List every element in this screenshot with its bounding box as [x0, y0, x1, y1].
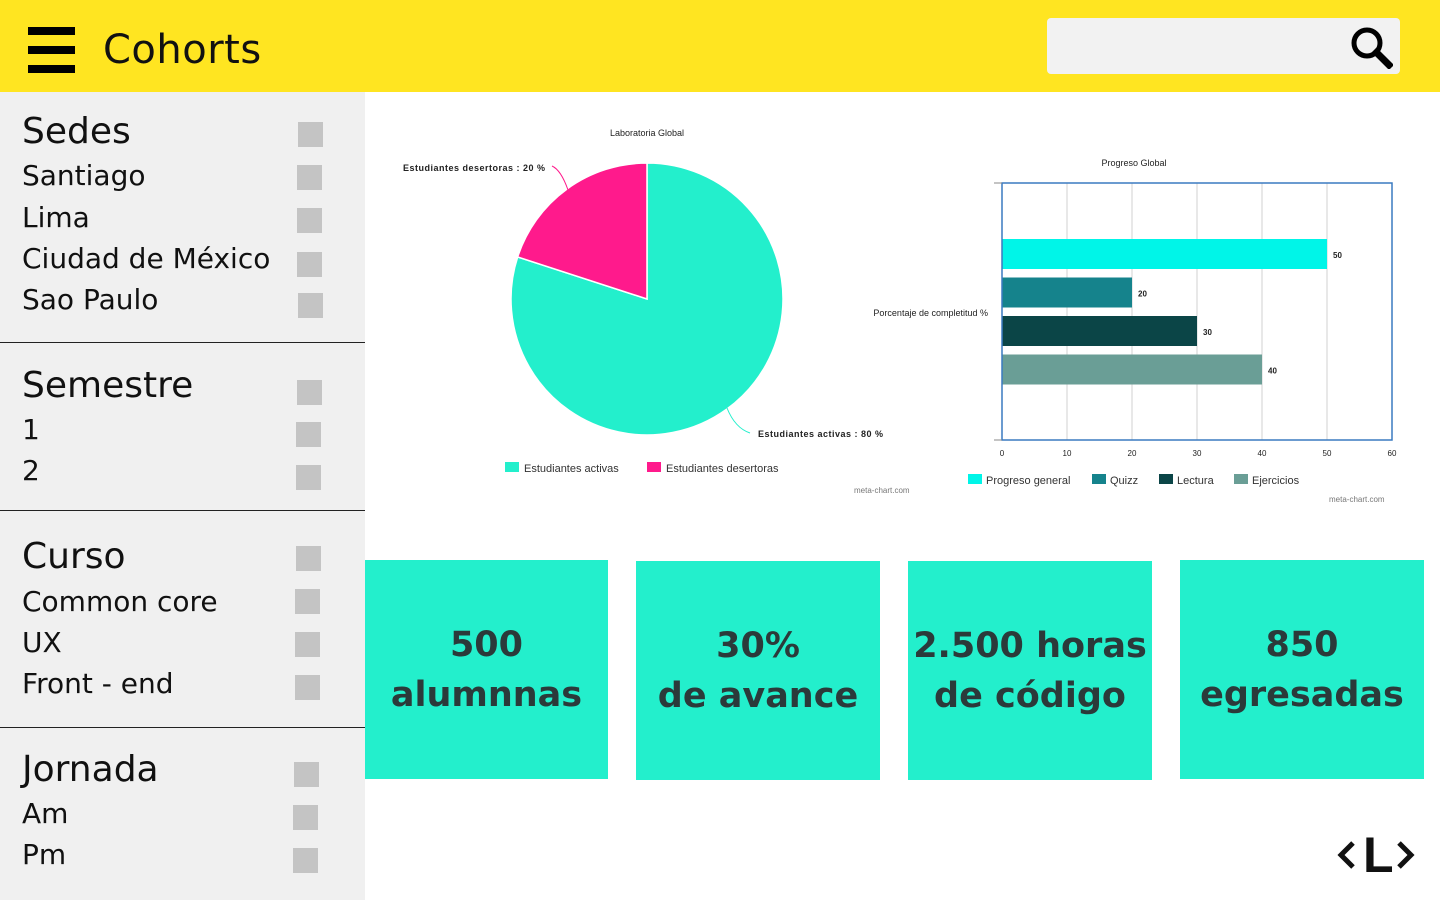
stat-value: 850	[1265, 624, 1339, 665]
legend-swatch	[1092, 474, 1106, 484]
filter-item-common-core: Common core	[22, 582, 342, 622]
legend-label-desertoras: Estudiantes desertoras	[666, 463, 779, 475]
filter-item-santiago: Santiago	[22, 156, 342, 196]
bar-legend: Progreso general Quizz Lectura Ejercicios	[968, 474, 1300, 487]
legend-label: Lectura	[1177, 475, 1215, 487]
stat-label: egresadas	[1200, 674, 1404, 715]
stat-value: 2.500 horas	[913, 625, 1147, 666]
checkbox-common-core[interactable]	[295, 589, 320, 614]
filter-item-lima: Lima	[22, 198, 342, 238]
pie-label-leader-desertoras	[551, 165, 569, 191]
legend-label: Quizz	[1110, 475, 1138, 487]
divider	[0, 727, 365, 728]
pie-slices	[510, 162, 784, 436]
stat-card-alumnas: 500 alumnnas	[365, 560, 608, 779]
legend-label: Progreso general	[986, 475, 1070, 487]
legend-swatch-activas	[505, 462, 519, 472]
filter-heading-jornada: Jornada	[22, 750, 342, 790]
checkbox-sedes-all[interactable]	[298, 122, 323, 147]
checkbox-sao-paulo[interactable]	[298, 293, 323, 318]
page-title: Cohorts	[103, 27, 262, 73]
x-tick-label: 40	[1258, 449, 1267, 458]
bar-value-label: 20	[1138, 290, 1147, 299]
bar-chart-ylabel: Porcentaje de completitud %	[873, 308, 988, 318]
filter-item-semestre-1: 1	[22, 410, 342, 450]
stat-label: alumnnas	[390, 674, 583, 715]
menu-icon[interactable]	[28, 27, 76, 74]
filter-item-pm: Pm	[22, 835, 342, 875]
checkbox-lima[interactable]	[297, 208, 322, 233]
stat-card-horas: 2.500 horas de código	[908, 561, 1152, 780]
legend-label-activas: Estudiantes activas	[524, 463, 619, 475]
bar-ticks: 0 10 20 30 40 50 60	[994, 182, 1397, 458]
bar-bars: 50 20 30 40	[1002, 239, 1342, 385]
bar-chart-title: Progreso Global	[1101, 158, 1166, 168]
search-icon[interactable]	[1349, 25, 1393, 69]
filter-item-semestre-2: 2	[22, 451, 342, 491]
x-tick-label: 50	[1323, 449, 1332, 458]
top-bar: Cohorts	[0, 0, 1440, 92]
bar-lectura	[1002, 316, 1197, 346]
legend-swatch	[1159, 474, 1173, 484]
pie-credit: meta-chart.com	[854, 486, 910, 495]
bar-value-label: 40	[1268, 367, 1277, 376]
x-tick-label: 10	[1063, 449, 1072, 458]
plot-frame	[1001, 182, 1393, 441]
legend-label: Ejercicios	[1252, 475, 1300, 487]
checkbox-am[interactable]	[293, 805, 318, 830]
logo-letter: L	[1363, 828, 1394, 878]
pie-label-activas: Estudiantes activas : 80 %	[758, 429, 884, 439]
filter-item-front-end: Front - end	[22, 664, 342, 704]
checkbox-ux[interactable]	[295, 632, 320, 657]
stat-card-egresadas: 850 egresadas	[1180, 560, 1424, 779]
bar-value-label: 50	[1333, 251, 1342, 260]
checkbox-front-end[interactable]	[295, 675, 320, 700]
filter-item-ux: UX	[22, 623, 342, 663]
x-tick-label: 30	[1193, 449, 1202, 458]
bar-credit: meta-chart.com	[1329, 495, 1385, 504]
filter-item-sao-paulo: Sao Paulo	[22, 280, 342, 320]
checkbox-santiago[interactable]	[297, 165, 322, 190]
stat-card-avance: 30% de avance	[636, 561, 880, 780]
x-tick-label: 20	[1128, 449, 1137, 458]
checkbox-pm[interactable]	[293, 848, 318, 873]
checkbox-semestre-1[interactable]	[296, 422, 321, 447]
legend-swatch	[1234, 474, 1248, 484]
pie-label-leader-activas	[726, 407, 751, 434]
x-tick-label: 0	[1000, 449, 1005, 458]
pie-chart-title: Laboratoria Global	[610, 128, 684, 138]
filter-heading-sedes: Sedes	[22, 112, 342, 152]
stat-label: de avance	[657, 675, 859, 716]
pie-chart: Laboratoria Global Estudiantes desertora…	[403, 128, 910, 495]
checkbox-curso-all[interactable]	[296, 546, 321, 571]
legend-swatch-desertoras	[647, 462, 661, 472]
checkbox-ciudad-de-mexico[interactable]	[297, 252, 322, 277]
stat-value: 500	[449, 624, 524, 665]
stat-value: 30%	[716, 625, 800, 666]
search-box[interactable]	[1047, 18, 1400, 74]
filter-heading-curso: Curso	[22, 537, 342, 577]
checkbox-semestre-all[interactable]	[297, 380, 322, 405]
pie-label-desertoras: Estudiantes desertoras : 20 %	[403, 163, 546, 173]
bar-chart: Progreso Global Porcentaje de completitu…	[873, 158, 1397, 504]
checkbox-jornada-all[interactable]	[294, 762, 319, 787]
divider	[0, 510, 365, 511]
stat-label: de código	[934, 675, 1126, 716]
bar-grid	[1001, 183, 1393, 440]
filter-heading-semestre: Semestre	[22, 366, 342, 406]
filter-item-ciudad-de-mexico: Ciudad de México	[22, 239, 342, 279]
filter-sidebar: Sedes Santiago Lima Ciudad de México Sao…	[0, 92, 365, 900]
divider	[0, 342, 365, 343]
bar-value-label: 30	[1203, 328, 1212, 337]
checkbox-semestre-2[interactable]	[296, 465, 321, 490]
legend-swatch	[968, 474, 982, 484]
bar-ejercicios	[1002, 354, 1262, 385]
laboratoria-logo: L	[1337, 828, 1415, 878]
bar-quizz	[1002, 277, 1132, 308]
bar-progreso-general	[1002, 239, 1327, 269]
search-input[interactable]	[1059, 28, 1339, 64]
x-tick-label: 60	[1388, 449, 1397, 458]
filter-item-am: Am	[22, 794, 342, 834]
pie-slice-desertoras	[516, 162, 648, 301]
